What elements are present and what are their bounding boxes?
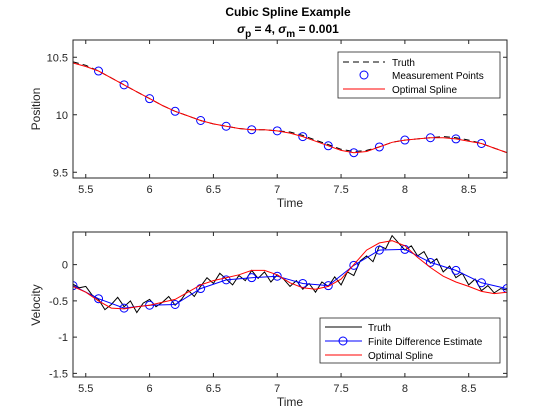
- position-measurement-points-point: [196, 116, 206, 125]
- sigma-p-symbol: σ: [237, 22, 246, 36]
- velocity-finite-difference-estimate-point: [425, 257, 435, 267]
- sigma-m-symbol: σ: [278, 22, 287, 36]
- velocity-finite-difference-estimate-point: [323, 281, 333, 291]
- velocity-x-label: Time: [277, 395, 304, 409]
- velocity-axes-box: [72, 231, 508, 378]
- velocity-finite-difference-estimate-point: [221, 275, 231, 285]
- velocity-finite-difference-estimate-point: [476, 278, 486, 288]
- velocity-x-tick-label: 8: [402, 383, 408, 395]
- position-x-label: Time: [277, 196, 304, 210]
- velocity-finite-difference-estimate-point: [374, 245, 384, 255]
- legend-finite-difference-label: Finite Difference Estimate: [368, 337, 483, 348]
- sigma-m-value: = 0.001: [295, 22, 339, 36]
- velocity-optimal-spline-line: [73, 240, 507, 310]
- position-x-tick-label: 7: [274, 184, 280, 196]
- position-axes: 5.5 6 6.5 7 7.5 8 8.5 9.5 10 10.5 Time Position T…: [29, 39, 508, 210]
- velocity-finite-difference-estimate-point: [73, 281, 78, 291]
- velocity-axes: 5.5 6 6.5 7 7.5 8 8.5 -1.5 -1 -0.5 0 Time Velocity…: [29, 231, 508, 409]
- velocity-legend: Truth Finite Difference Estimate Optimal…: [319, 317, 501, 364]
- velocity-finite-difference-estimate-point: [349, 260, 359, 270]
- position-plot-area: [73, 61, 507, 158]
- velocity-y-label: Velocity: [29, 284, 43, 325]
- position-x-tick-label: 8: [402, 184, 408, 196]
- velocity-plot-area: [73, 234, 507, 314]
- position-measurement-points-point: [374, 142, 384, 152]
- velocity-y-tick-label: -1: [58, 332, 68, 344]
- legend-truth-label: Truth: [392, 58, 415, 69]
- position-x-tick-label: 7.5: [333, 184, 348, 196]
- position-measurement-points-point: [119, 80, 129, 90]
- legend-velocity-truth-label: Truth: [368, 323, 391, 334]
- velocity-ticks: 5.5 6 6.5 7 7.5 8 8.5 -1.5 -1 -0.5 0: [49, 232, 507, 395]
- velocity-finite-difference-estimate-point: [247, 273, 257, 283]
- position-series-group: [73, 61, 507, 158]
- velocity-finite-difference-estimate-point: [170, 300, 180, 309]
- sigma-p-value: = 4,: [251, 22, 278, 36]
- position-measurement-points-point: [476, 139, 486, 148]
- legend-measurement-marker-icon: [359, 70, 369, 80]
- velocity-x-tick-label: 7.5: [333, 383, 348, 395]
- position-legend: Truth Measurement Points Optimal Spline: [337, 51, 501, 99]
- legend-spline-label: Optimal Spline: [392, 85, 457, 96]
- velocity-y-tick-label: -0.5: [49, 296, 68, 308]
- velocity-truth-line: [73, 234, 507, 314]
- velocity-x-tick-label: 5.5: [78, 383, 93, 395]
- position-legend-box: [337, 51, 501, 99]
- position-x-tick-label: 6: [147, 184, 153, 196]
- sigma-m-subscript: m: [286, 29, 295, 40]
- position-measurement-points-point: [323, 141, 333, 151]
- position-y-tick-label: 9.5: [53, 167, 68, 179]
- velocity-finite-difference-estimate-point: [451, 265, 461, 275]
- velocity-x-tick-label: 6: [147, 383, 153, 395]
- position-y-tick-label: 10: [56, 110, 68, 122]
- velocity-finite-difference-estimate-point: [502, 284, 507, 294]
- position-measurement-points-point: [145, 94, 155, 104]
- position-measurement-points-point: [221, 121, 231, 131]
- position-measurement-points-point: [94, 66, 104, 76]
- velocity-x-tick-label: 7: [274, 383, 280, 395]
- position-optimal-spline-line: [73, 62, 507, 154]
- legend-velocity-spline-label: Optimal Spline: [368, 351, 433, 362]
- legend-measurement-label: Measurement Points: [392, 71, 484, 82]
- velocity-series-group: [73, 234, 507, 314]
- figure-title: Cubic Spline Example: [225, 5, 351, 19]
- position-y-tick-label: 10.5: [47, 52, 68, 64]
- velocity-x-tick-label: 8.5: [461, 383, 476, 395]
- position-x-tick-label: 8.5: [461, 184, 476, 196]
- position-measurement-points-point: [170, 106, 180, 116]
- velocity-y-tick-label: -1.5: [49, 368, 68, 380]
- position-y-label: Position: [29, 88, 43, 131]
- position-x-tick-label: 5.5: [78, 184, 93, 196]
- sigma-p-subscript: p: [245, 29, 251, 40]
- velocity-y-tick-label: 0: [62, 260, 68, 272]
- legend-finite-difference-marker-icon: [338, 336, 348, 346]
- position-x-tick-label: 6.5: [206, 184, 221, 196]
- velocity-x-tick-label: 6.5: [206, 383, 221, 395]
- position-axes-box: [72, 39, 508, 179]
- position-measurement-points-point: [298, 132, 308, 142]
- figure-subtitle: σp = 4, σm = 0.001: [237, 22, 339, 40]
- velocity-finite-difference-estimate-point: [272, 271, 282, 281]
- position-ticks: 5.5 6 6.5 7 7.5 8 8.5 9.5 10 10.5: [47, 40, 507, 196]
